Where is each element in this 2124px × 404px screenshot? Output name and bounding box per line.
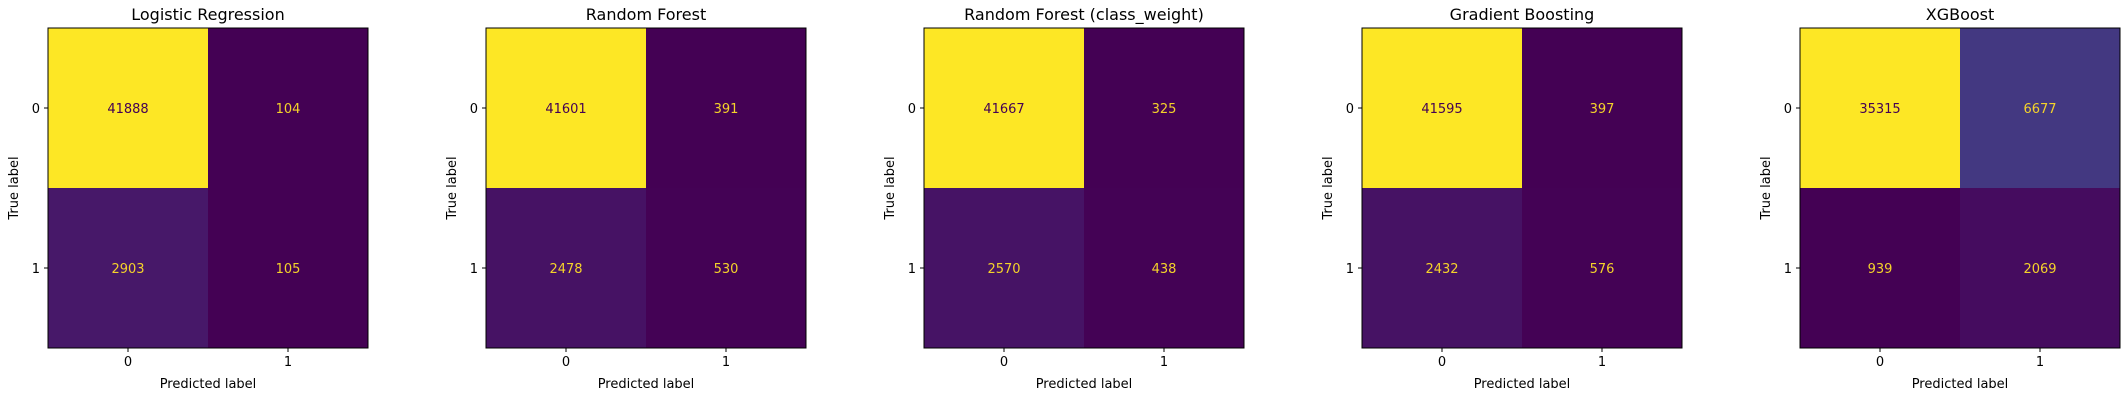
- heatmap-cell-0-1: [1522, 28, 1682, 188]
- confusion-matrix-panel-1: 41601 391 2478 530 Random Forest 0 1 0 1 Predicte…: [445, 5, 807, 392]
- heatmap-cell-0-0: [1362, 28, 1522, 188]
- heatmap-cell-1-1: [1960, 188, 2120, 348]
- cell-value-label-0-1: 397: [1590, 102, 1615, 117]
- heatmap-cell-0-1: [208, 28, 368, 188]
- cell-value-label-1-1: 2069: [2023, 262, 2056, 277]
- y-axis-label: True label: [7, 156, 22, 220]
- cell-value-label-1-1: 105: [276, 262, 301, 277]
- heatmap-cell-0-0: [48, 28, 208, 188]
- y-tick-label: 0: [1346, 102, 1354, 117]
- axes-frame: [485, 27, 807, 349]
- y-tick-label: 1: [1784, 262, 1792, 277]
- y-axis-label: True label: [1759, 156, 1774, 220]
- heatmap-cell-0-1: [646, 28, 806, 188]
- heatmap-cell-0-1: [1960, 28, 2120, 188]
- x-tick-label: 1: [284, 355, 292, 370]
- cell-value-label-0-1: 6677: [2023, 102, 2056, 117]
- heatmap-cell-1-0: [1362, 188, 1522, 348]
- chart-title: Random Forest: [586, 5, 706, 24]
- x-tick-label: 1: [1598, 355, 1606, 370]
- cell-value-label-1-0: 2903: [111, 262, 144, 277]
- y-tick-label: 0: [32, 102, 40, 117]
- heatmap-cell-0-1: [1084, 28, 1244, 188]
- y-tick-label: 0: [1784, 102, 1792, 117]
- cell-value-label-0-1: 104: [276, 102, 301, 117]
- cell-value-label-0-0: 41601: [545, 102, 586, 117]
- x-tick-label: 0: [1438, 355, 1446, 370]
- x-axis-label: Predicted label: [1474, 377, 1571, 392]
- chart-title: Logistic Regression: [131, 5, 284, 24]
- x-tick-label: 1: [2036, 355, 2044, 370]
- confusion-matrix-panel-2: 41667 325 2570 438 Random Forest (class_weig…: [883, 5, 1245, 392]
- y-axis-label: True label: [445, 156, 460, 220]
- y-tick-label: 1: [908, 262, 916, 277]
- x-axis-label: Predicted label: [160, 377, 257, 392]
- x-axis-label: Predicted label: [598, 377, 695, 392]
- axes-frame: [1361, 27, 1683, 349]
- cell-value-label-1-0: 2432: [1425, 262, 1458, 277]
- cell-value-label-1-1: 438: [1152, 262, 1177, 277]
- heatmap-cell-1-1: [646, 188, 806, 348]
- chart-title: Gradient Boosting: [1450, 5, 1595, 24]
- cell-value-label-1-1: 530: [714, 262, 739, 277]
- y-tick-label: 1: [1346, 262, 1354, 277]
- heatmap-cell-1-0: [1800, 188, 1960, 348]
- heatmap-cell-1-1: [1084, 188, 1244, 348]
- cell-value-label-0-0: 35315: [1859, 102, 1900, 117]
- x-tick-label: 1: [1160, 355, 1168, 370]
- cell-value-label-1-1: 576: [1590, 262, 1615, 277]
- cell-value-label-0-0: 41888: [107, 102, 148, 117]
- x-axis-label: Predicted label: [1912, 377, 2009, 392]
- heatmap-cell-1-0: [48, 188, 208, 348]
- x-axis-label: Predicted label: [1036, 377, 1133, 392]
- heatmap-cell-1-1: [208, 188, 368, 348]
- chart-title: Random Forest (class_weight): [964, 5, 1204, 25]
- confusion-matrix-panel-4: 35315 6677 939 2069 XGBoost 0 1 0 1 Predicted lab…: [1759, 5, 2121, 392]
- heatmap-cell-0-0: [1800, 28, 1960, 188]
- y-tick-label: 0: [470, 102, 478, 117]
- x-tick-label: 0: [562, 355, 570, 370]
- axes-frame: [1799, 27, 2121, 349]
- axes-frame: [923, 27, 1245, 349]
- cell-value-label-1-0: 2478: [549, 262, 582, 277]
- heatmap-cell-1-1: [1522, 188, 1682, 348]
- cell-value-label-1-0: 2570: [987, 262, 1020, 277]
- chart-title: XGBoost: [1926, 5, 1995, 24]
- y-tick-label: 1: [470, 262, 478, 277]
- cell-value-label-0-1: 325: [1152, 102, 1177, 117]
- x-tick-label: 1: [722, 355, 730, 370]
- y-tick-label: 1: [32, 262, 40, 277]
- heatmap-cell-0-0: [486, 28, 646, 188]
- x-tick-label: 0: [1000, 355, 1008, 370]
- y-tick-label: 0: [908, 102, 916, 117]
- confusion-matrix-panel-0: 41888 104 2903 105 Logistic Regression 0 1 0 1 Pr…: [7, 5, 369, 392]
- axes-frame: [47, 27, 369, 349]
- x-tick-label: 0: [1876, 355, 1884, 370]
- y-axis-label: True label: [883, 156, 898, 220]
- cell-value-label-0-1: 391: [714, 102, 739, 117]
- cell-value-label-0-0: 41595: [1421, 102, 1462, 117]
- heatmap-cell-0-0: [924, 28, 1084, 188]
- cell-value-label-0-0: 41667: [983, 102, 1024, 117]
- heatmap-cell-1-0: [924, 188, 1084, 348]
- confusion-matrix-panel-3: 41595 397 2432 576 Gradient Boosting 0 1 0 1 Pred…: [1321, 5, 1683, 392]
- x-tick-label: 0: [124, 355, 132, 370]
- cell-value-label-1-0: 939: [1868, 262, 1893, 277]
- y-axis-label: True label: [1321, 156, 1336, 220]
- heatmap-cell-1-0: [486, 188, 646, 348]
